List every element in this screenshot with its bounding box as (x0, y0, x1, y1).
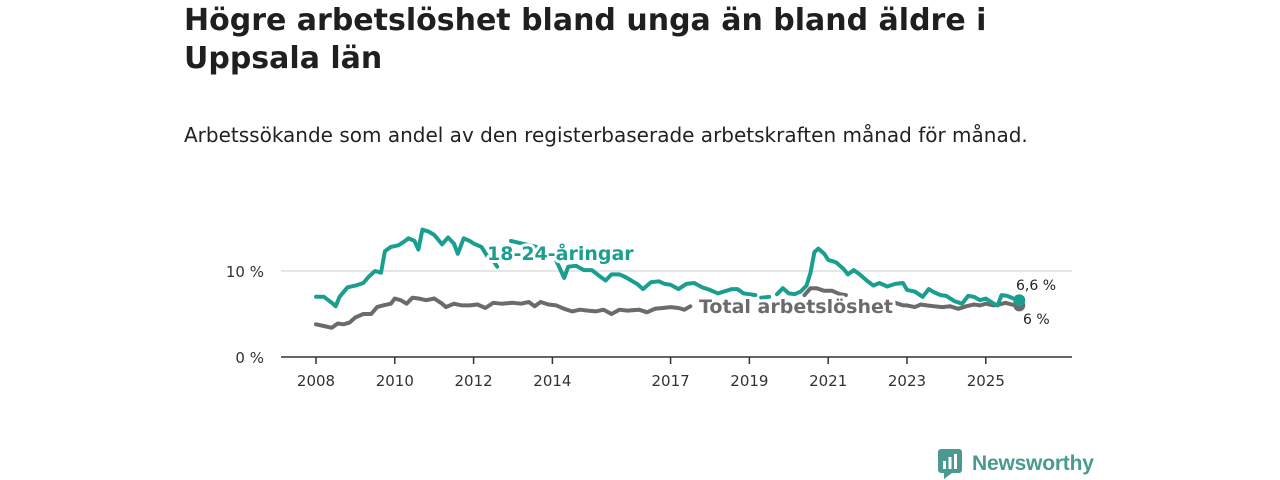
end-value-label-youth: 6,6 % (1016, 278, 1056, 294)
end-value-label-total-halo: 6 % (1023, 312, 1050, 328)
y-tick-label: 10 % (226, 263, 264, 281)
series-label-total: Total arbetslöshet (699, 296, 893, 318)
end-value-label-total: 6 % (1023, 312, 1050, 328)
chart-axes: 0 % 10 % 2008 2010 2012 2014 2017 2019 2021 2023 2… (226, 263, 1072, 390)
newsworthy-logo-icon (938, 449, 962, 479)
series-end-dot-youth (1013, 294, 1026, 307)
series-label-total-halo: Total arbetslöshet (699, 296, 893, 318)
y-tick-label: 0 % (235, 349, 264, 367)
chart-title: Högre arbetslöshet bland unga än bland ä… (184, 3, 987, 76)
end-value-label-youth-halo: 6,6 % (1016, 278, 1056, 294)
x-tick-label: 2021 (809, 372, 847, 390)
series-line-total (314, 286, 1022, 330)
newsworthy-logo[interactable]: Newsworthy (938, 448, 1094, 480)
series-line-youth (314, 227, 1022, 309)
newsworthy-logo-text: Newsworthy (972, 452, 1094, 475)
x-tick-label: 2014 (533, 372, 571, 390)
x-tick-label: 2019 (730, 372, 768, 390)
x-tick-label: 2017 (651, 372, 689, 390)
chart-lines (314, 227, 1026, 330)
x-tick-label: 2023 (888, 372, 926, 390)
series-label-youth-halo: 18-24-åringar (487, 241, 634, 265)
x-tick-label: 2010 (376, 372, 414, 390)
chart-subtitle: Arbetssökande som andel av den registerb… (184, 123, 1028, 147)
series-label-youth: 18-24-åringar (487, 241, 634, 265)
x-tick-label: 2008 (297, 372, 335, 390)
x-tick-label: 2025 (967, 372, 1005, 390)
x-tick-label: 2012 (455, 372, 493, 390)
